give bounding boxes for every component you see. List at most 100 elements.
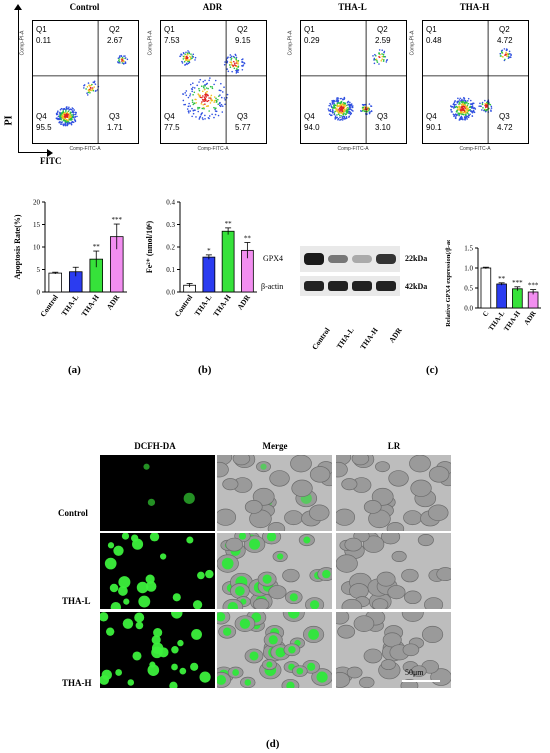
flow-event-dot bbox=[333, 104, 336, 106]
bar bbox=[48, 272, 63, 293]
flow-event-dot bbox=[190, 88, 193, 90]
flow-event-dot bbox=[87, 82, 90, 84]
flow-event-dot bbox=[457, 97, 459, 100]
flow-event-dot bbox=[453, 105, 456, 107]
flow-event-dot bbox=[381, 55, 384, 58]
flow-event-dot bbox=[378, 52, 380, 55]
flow-event-dot bbox=[65, 121, 68, 123]
flow-event-dot bbox=[182, 58, 185, 60]
flow-event-dot bbox=[192, 82, 194, 84]
flow-event-dot bbox=[336, 100, 338, 103]
flow-event-dot bbox=[219, 101, 221, 104]
flow-event-dot bbox=[59, 123, 62, 125]
q3-value: 5.77 bbox=[235, 123, 251, 132]
y-tick-label: 1.0 bbox=[464, 265, 473, 273]
flow-event-dot bbox=[506, 53, 509, 55]
cell-outline bbox=[336, 612, 350, 625]
flow-event-dot bbox=[62, 108, 64, 110]
flow-event-dot bbox=[208, 110, 210, 112]
flow-event-dot bbox=[374, 58, 376, 61]
fluorescent-cell bbox=[235, 586, 245, 596]
flow-event-dot bbox=[213, 96, 216, 98]
q3-value: 1.71 bbox=[107, 123, 123, 132]
flow-event-dot bbox=[376, 59, 378, 62]
fluorescent-cell bbox=[110, 601, 122, 609]
flow-event-dot bbox=[185, 94, 188, 97]
flow-event-dot bbox=[183, 55, 186, 58]
flow-event-dot bbox=[180, 53, 182, 56]
flow-event-dot bbox=[351, 106, 354, 109]
cell-layer bbox=[217, 612, 332, 688]
flow-event-dot bbox=[71, 121, 73, 123]
flow-event-dot bbox=[336, 114, 338, 116]
flow-event-dot bbox=[337, 117, 340, 120]
flow-event-dot bbox=[183, 103, 185, 106]
flow-event-dot bbox=[197, 93, 200, 95]
flow-event-dot bbox=[70, 108, 73, 111]
flow-event-dot bbox=[458, 105, 460, 108]
flow-event-dot bbox=[348, 116, 350, 118]
flow-event-dot bbox=[329, 102, 331, 105]
flow-event-dot bbox=[191, 101, 194, 103]
flow-event-dot bbox=[224, 99, 226, 101]
flow-event-dot bbox=[464, 104, 467, 107]
flow-event-dot bbox=[454, 106, 457, 109]
flow-plot-xlabel: Comp-FITC-A bbox=[69, 146, 101, 152]
flow-event-dot bbox=[467, 113, 470, 115]
panel-label-d: (d) bbox=[266, 738, 280, 750]
flow-event-dot bbox=[183, 60, 186, 63]
flow-event-dot bbox=[505, 54, 507, 56]
flow-event-dot bbox=[464, 112, 467, 114]
flow-event-dot bbox=[200, 103, 203, 105]
y-axis-title: Fe²⁺ (nmol/10⁶) bbox=[145, 220, 154, 273]
q4-label: Q4 bbox=[426, 112, 437, 121]
flow-event-dot bbox=[481, 101, 484, 104]
flow-event-dot bbox=[378, 63, 380, 65]
flow-event-dot bbox=[344, 105, 347, 107]
flow-event-dot bbox=[501, 51, 503, 54]
cell-layer bbox=[336, 533, 451, 609]
fluorescent-cell bbox=[309, 600, 320, 609]
flow-event-dot bbox=[230, 58, 233, 61]
flow-event-dot bbox=[199, 96, 202, 99]
flow-event-dot bbox=[72, 116, 75, 119]
flow-event-dot bbox=[92, 88, 94, 90]
flow-event-dot bbox=[383, 50, 386, 53]
flow-event-dot bbox=[71, 118, 73, 121]
flow-event-dot bbox=[233, 67, 236, 70]
q1-value: 0.29 bbox=[304, 36, 320, 45]
y-tick-label: 15 bbox=[33, 221, 41, 229]
flow-event-dot bbox=[192, 112, 195, 115]
fluorescent-cell bbox=[147, 664, 160, 676]
flow-event-dot bbox=[215, 100, 218, 103]
flow-event-dot bbox=[60, 118, 63, 121]
fluorescent-cell bbox=[190, 662, 199, 671]
band-actin-thal bbox=[328, 281, 348, 291]
flow-event-dot bbox=[65, 111, 67, 113]
band-gpx4-control bbox=[304, 253, 324, 265]
flow-event-dot bbox=[211, 113, 213, 116]
flow-event-dot bbox=[235, 62, 238, 64]
flow-event-dot bbox=[236, 68, 238, 71]
q1-value: 7.53 bbox=[164, 36, 180, 45]
flow-event-dot bbox=[375, 55, 377, 57]
fluorescent-cell bbox=[153, 627, 163, 638]
flow-event-dot bbox=[218, 89, 221, 92]
flow-event-dot bbox=[452, 103, 455, 105]
y-tick-label: 0.5 bbox=[464, 285, 473, 293]
flow-event-dot bbox=[236, 69, 238, 72]
flow-event-dot bbox=[338, 102, 341, 104]
flow-event-dot bbox=[188, 52, 191, 55]
micro-row-control: Control bbox=[58, 508, 88, 518]
cell-outline bbox=[225, 537, 244, 552]
flow-event-dot bbox=[382, 55, 385, 58]
flow-event-dot bbox=[340, 106, 343, 108]
flow-event-dot bbox=[73, 113, 75, 116]
flow-event-dot bbox=[62, 111, 64, 114]
flow-event-dot bbox=[88, 85, 91, 87]
flow-event-dot bbox=[466, 115, 469, 118]
flow-event-dot bbox=[194, 56, 197, 59]
band-actin-adr bbox=[376, 281, 396, 291]
flow-event-dot bbox=[215, 97, 217, 100]
flow-event-dot bbox=[83, 84, 85, 87]
